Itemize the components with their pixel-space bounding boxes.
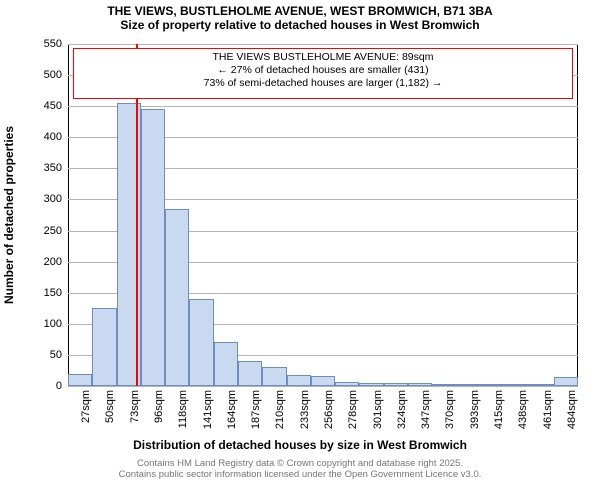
footer: Contains HM Land Registry data © Crown c… bbox=[0, 458, 600, 481]
bar bbox=[457, 384, 481, 386]
x-tick-label: 415sqm bbox=[493, 390, 505, 429]
x-tick-label: 96sqm bbox=[153, 390, 165, 423]
bar bbox=[214, 342, 238, 386]
chart-plot-area: 05010015020025030035040045050055027sqm50… bbox=[68, 44, 578, 386]
bar bbox=[92, 308, 116, 386]
bar bbox=[262, 367, 286, 386]
y-tick-label: 500 bbox=[44, 69, 68, 81]
y-tick-label: 0 bbox=[56, 380, 68, 392]
bar bbox=[287, 375, 311, 386]
x-tick-label: 301sqm bbox=[372, 390, 384, 429]
bar bbox=[238, 361, 262, 386]
x-tick-label: 256sqm bbox=[323, 390, 335, 429]
x-tick-label: 50sqm bbox=[104, 390, 116, 423]
y-tick-label: 150 bbox=[44, 287, 68, 299]
bar bbox=[384, 383, 408, 386]
footer-line-2: Contains public sector information licen… bbox=[0, 469, 600, 480]
y-tick-label: 200 bbox=[44, 256, 68, 268]
x-tick-label: 233sqm bbox=[299, 390, 311, 429]
annotation-line: ← 27% of detached houses are smaller (43… bbox=[78, 64, 568, 77]
x-tick-label: 73sqm bbox=[129, 390, 141, 423]
y-axis-label: Number of detached properties bbox=[2, 126, 16, 304]
y-tick-label: 550 bbox=[44, 38, 68, 50]
bar bbox=[408, 383, 432, 386]
x-tick-label: 278sqm bbox=[347, 390, 359, 429]
grid-line bbox=[68, 44, 578, 45]
bar bbox=[505, 384, 529, 386]
y-tick-label: 100 bbox=[44, 318, 68, 330]
y-tick-label: 50 bbox=[50, 349, 68, 361]
y-tick-label: 250 bbox=[44, 225, 68, 237]
bar bbox=[141, 109, 165, 386]
footer-line-1: Contains HM Land Registry data © Crown c… bbox=[0, 458, 600, 469]
x-tick-label: 141sqm bbox=[202, 390, 214, 429]
x-tick-label: 118sqm bbox=[177, 390, 189, 428]
bar bbox=[529, 384, 553, 386]
x-tick-label: 324sqm bbox=[396, 390, 408, 429]
grid-line bbox=[68, 386, 578, 387]
title-sub: Size of property relative to detached ho… bbox=[0, 18, 600, 32]
y-tick-label: 400 bbox=[44, 131, 68, 143]
annotation-line: 73% of semi-detached houses are larger (… bbox=[78, 77, 568, 90]
x-tick-label: 393sqm bbox=[469, 390, 481, 429]
x-tick-label: 438sqm bbox=[517, 390, 529, 429]
bar bbox=[554, 377, 578, 386]
bar bbox=[335, 382, 359, 386]
grid-line bbox=[68, 106, 578, 107]
x-tick-label: 27sqm bbox=[80, 390, 92, 423]
x-axis-label: Distribution of detached houses by size … bbox=[0, 438, 600, 452]
chart-container: THE VIEWS, BUSTLEHOLME AVENUE, WEST BROM… bbox=[0, 0, 600, 500]
title-main: THE VIEWS, BUSTLEHOLME AVENUE, WEST BROM… bbox=[0, 4, 600, 18]
y-tick-label: 300 bbox=[44, 193, 68, 205]
bar bbox=[481, 384, 505, 386]
x-tick-label: 210sqm bbox=[274, 390, 286, 429]
annotation-line: THE VIEWS BUSTLEHOLME AVENUE: 89sqm bbox=[78, 51, 568, 64]
annotation-box: THE VIEWS BUSTLEHOLME AVENUE: 89sqm← 27%… bbox=[73, 48, 573, 99]
x-tick-label: 484sqm bbox=[566, 390, 578, 429]
y-tick-label: 350 bbox=[44, 162, 68, 174]
x-tick-label: 461sqm bbox=[542, 390, 554, 429]
x-tick-label: 164sqm bbox=[226, 390, 238, 429]
x-tick-label: 187sqm bbox=[250, 390, 262, 429]
x-tick-label: 347sqm bbox=[420, 390, 432, 429]
bar bbox=[311, 376, 335, 386]
x-tick-label: 370sqm bbox=[444, 390, 456, 429]
y-tick-label: 450 bbox=[44, 100, 68, 112]
bar bbox=[68, 374, 92, 386]
bar bbox=[165, 209, 189, 386]
bar bbox=[432, 384, 456, 386]
bar bbox=[359, 383, 383, 386]
title-block: THE VIEWS, BUSTLEHOLME AVENUE, WEST BROM… bbox=[0, 4, 600, 32]
bar bbox=[189, 299, 213, 386]
